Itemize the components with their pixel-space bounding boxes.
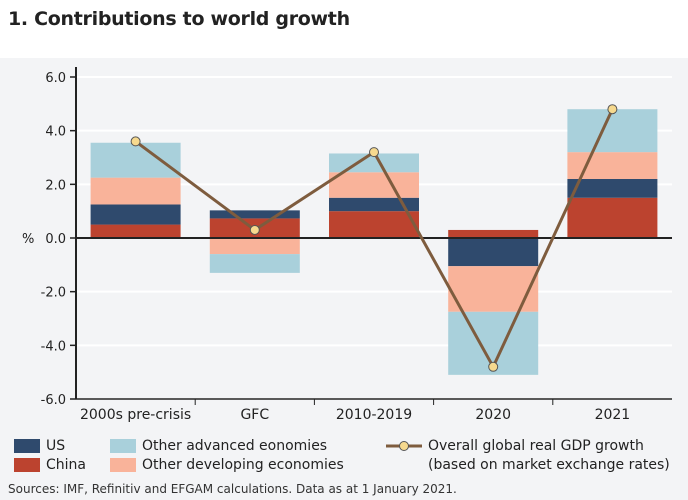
- bar-china: [448, 229, 539, 238]
- y-tick-label: 6.0: [45, 71, 66, 86]
- bar-other-developing-economies: [448, 266, 539, 312]
- source-note: Sources: IMF, Refinitiv and EFGAM calcul…: [8, 482, 457, 496]
- bar-other-developing-economies: [209, 238, 300, 255]
- growth-point: [369, 147, 379, 158]
- growth-point: [488, 361, 499, 372]
- legend-label: US: [46, 438, 66, 454]
- legend-swatch: [14, 439, 40, 453]
- legend-label: Other developing economies: [142, 457, 344, 473]
- legend-swatch: [14, 458, 40, 472]
- y-tick-label: -6.0: [41, 393, 66, 408]
- growth-point: [130, 136, 141, 147]
- bar-other-advanced-eonomies: [567, 109, 658, 153]
- x-tick-label: GFC: [240, 407, 269, 423]
- chart-title: 1. Contributions to world growth: [8, 8, 350, 30]
- bar-other-advanced-eonomies: [90, 142, 181, 178]
- bar-china: [329, 211, 419, 238]
- y-tick-label: 4.0: [45, 125, 66, 140]
- x-tick-label: 2000s pre-crisis: [80, 407, 191, 423]
- chart: 6.0 4.0 2.0 0.0 -2.0 -4.0 -6.0% 2000s pre-crisi…: [22, 67, 672, 423]
- y-axis-label: %: [22, 232, 34, 247]
- legend-label: Overall global real GDP growth: [428, 438, 644, 454]
- bar-china: [90, 224, 181, 238]
- y-tick-label: 2.0: [45, 178, 66, 193]
- legend-label: (based on market exchange rates): [428, 457, 670, 473]
- bar-us: [90, 204, 181, 225]
- legend-line-icon: [386, 441, 422, 451]
- bar-other-developing-economies: [90, 177, 181, 205]
- legend-line-sub: (based on market exchange rates): [428, 457, 670, 473]
- bar-other-developing-economies: [329, 172, 419, 198]
- legend-us: US: [14, 438, 65, 454]
- y-tick-label: -2.0: [41, 286, 66, 301]
- bar-other-advanced-eonomies: [209, 254, 300, 273]
- x-tick-label: 2021: [595, 407, 631, 423]
- legend-china: China: [14, 457, 86, 473]
- bar-us: [329, 197, 419, 212]
- y-tick-label: 0.0: [45, 232, 66, 247]
- growth-point: [249, 224, 260, 235]
- legend-other-advanced: Other advanced eonomies: [110, 438, 327, 454]
- y-tick-label: -4.0: [41, 339, 66, 354]
- x-tick-label: 2010-2019: [336, 407, 412, 423]
- x-tick-label: 2020: [475, 407, 511, 423]
- bar-us: [448, 238, 539, 267]
- legend-line: Overall global real GDP growth: [386, 438, 644, 454]
- growth-point: [607, 104, 618, 115]
- legend-swatch: [110, 439, 136, 453]
- bar-us: [209, 210, 300, 219]
- legend-label: China: [46, 457, 86, 473]
- bar-china: [567, 197, 658, 238]
- legend-other-developing: Other developing economies: [110, 457, 344, 473]
- legend-label: Other advanced eonomies: [142, 438, 328, 454]
- legend-swatch: [110, 458, 136, 472]
- bar-us: [567, 178, 658, 198]
